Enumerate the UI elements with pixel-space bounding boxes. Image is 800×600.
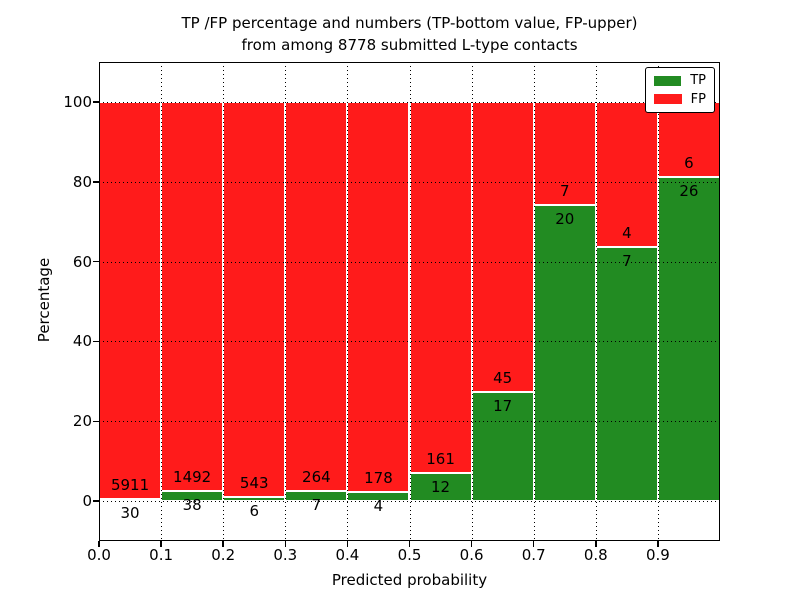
gridline-horizontal xyxy=(99,261,720,263)
tp-legend-label: TP xyxy=(690,73,706,89)
gridline-horizontal xyxy=(99,181,720,183)
bar-segment-fp xyxy=(471,101,534,392)
tp-count-label: 12 xyxy=(431,478,451,497)
bar-segment-tp xyxy=(471,391,534,502)
tp-count-label: 30 xyxy=(120,504,140,523)
y-tick-label: 40 xyxy=(72,332,92,351)
bar-segment-fp xyxy=(161,101,224,492)
tp-count-label: 38 xyxy=(182,496,202,515)
x-tick-label: 0.1 xyxy=(149,546,174,564)
x-tick-label: 0.3 xyxy=(273,546,298,564)
y-tick-label: 0 xyxy=(82,492,92,511)
x-tick-label: 0.0 xyxy=(87,546,111,564)
x-tick-label: 0.2 xyxy=(211,546,236,564)
gridline-vertical xyxy=(471,62,473,541)
fp-legend-label: FP xyxy=(690,91,706,107)
x-tick-label: 0.7 xyxy=(521,546,546,564)
y-tick-mark xyxy=(93,181,99,183)
fp-count-label: 4 xyxy=(622,224,632,243)
x-tick-mark xyxy=(160,541,162,547)
y-tick-label: 20 xyxy=(72,412,92,431)
gridline-vertical xyxy=(595,62,597,541)
gridline-horizontal xyxy=(99,421,720,423)
bar-segment-tp xyxy=(657,176,720,502)
x-tick-mark xyxy=(408,541,411,547)
x-tick-mark xyxy=(595,541,597,547)
gridline-vertical xyxy=(285,62,287,541)
x-tick-mark xyxy=(470,541,473,547)
gridline-vertical xyxy=(409,62,411,541)
tp-count-label: 26 xyxy=(679,181,699,200)
y-tick-label: 80 xyxy=(72,172,92,191)
fp-count-label: 264 xyxy=(302,467,331,486)
gridline-vertical xyxy=(657,62,659,541)
fp-count-label: 45 xyxy=(493,368,513,387)
fp-count-label: 7 xyxy=(559,182,570,201)
fp-count-label: 1492 xyxy=(173,468,212,487)
bar-segment-fp xyxy=(409,101,472,474)
y-tick-label: 100 xyxy=(63,92,92,111)
x-tick-mark xyxy=(532,541,535,547)
legend-entry-tp: TP xyxy=(654,73,706,88)
tp-count-label: 7 xyxy=(311,495,322,514)
y-tick-mark xyxy=(93,340,99,343)
chart-title-line1: TP /FP percentage and numbers (TP-bottom… xyxy=(181,14,638,32)
legend: TP FP xyxy=(645,67,715,113)
tp-count-label: 17 xyxy=(493,396,513,415)
gridline-vertical xyxy=(223,62,225,541)
tp-count-label: 4 xyxy=(373,497,384,516)
gridline-horizontal xyxy=(99,341,720,343)
y-tick-label: 60 xyxy=(72,252,92,271)
tp-legend-swatch xyxy=(654,75,682,86)
bar-segment-fp xyxy=(595,101,658,248)
y-tick-mark xyxy=(93,260,99,263)
fp-count-label: 543 xyxy=(239,473,269,492)
x-tick-mark xyxy=(98,541,100,547)
gridline-vertical xyxy=(533,62,535,541)
x-axis-label: Predicted probability xyxy=(331,571,488,589)
y-tick-mark xyxy=(93,101,99,103)
bar-segment-fp xyxy=(285,101,348,491)
gridline-horizontal xyxy=(99,501,720,503)
tp-count-label: 6 xyxy=(249,501,260,520)
chart-title: TP /FP percentage and numbers (TP-bottom… xyxy=(99,12,720,56)
tp-count-label: 7 xyxy=(622,252,632,271)
y-tick-mark xyxy=(93,500,99,502)
fp-count-label: 161 xyxy=(426,450,455,469)
chart-title-line2: from among 8778 submitted L-type contact… xyxy=(241,36,578,54)
x-tick-mark xyxy=(346,541,349,547)
bar-segment-fp xyxy=(533,101,596,206)
gridline-vertical xyxy=(161,62,163,541)
x-tick-mark xyxy=(222,541,224,547)
x-tick-mark xyxy=(657,541,659,547)
y-tick-mark xyxy=(93,420,99,422)
x-tick-label: 0.5 xyxy=(397,546,422,564)
x-tick-label: 0.8 xyxy=(583,546,608,564)
gridline-vertical xyxy=(347,62,349,541)
bar-segment-tp xyxy=(533,205,596,502)
fp-legend-swatch xyxy=(654,94,682,105)
legend-entry-fp: FP xyxy=(654,92,706,107)
tp-count-label: 20 xyxy=(555,210,575,229)
bar-segment-fp xyxy=(347,101,410,493)
x-tick-label: 0.9 xyxy=(645,546,670,564)
bar-segment-fp xyxy=(223,101,286,497)
bar-segment-fp xyxy=(99,101,162,500)
x-tick-mark xyxy=(284,541,287,547)
x-tick-label: 0.6 xyxy=(459,546,484,564)
gridline-horizontal xyxy=(99,101,720,103)
bar-segment-fp xyxy=(657,101,720,177)
fp-count-label: 178 xyxy=(364,469,393,488)
x-tick-label: 0.4 xyxy=(335,546,360,564)
bar-segment-tp xyxy=(595,247,658,502)
fp-count-label: 5911 xyxy=(110,476,150,495)
fp-count-label: 6 xyxy=(684,153,694,172)
